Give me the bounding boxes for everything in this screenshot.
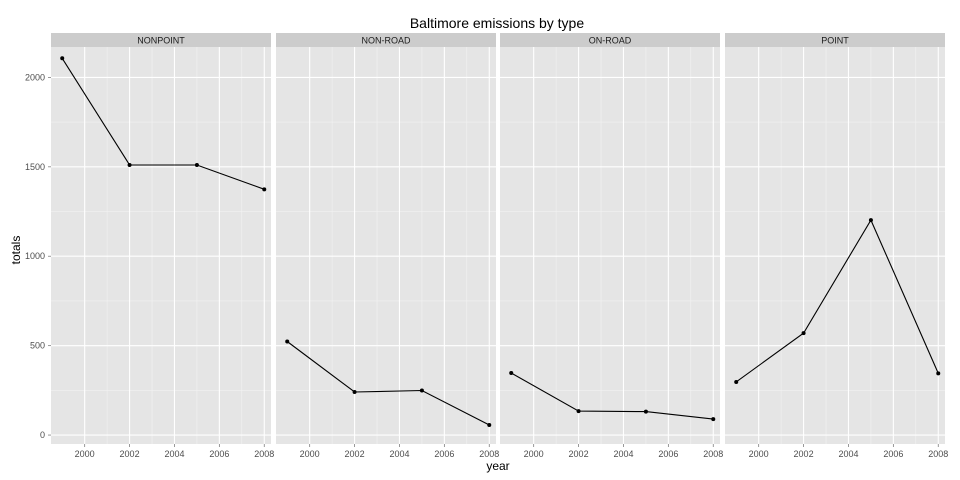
x-axis-title: year xyxy=(486,459,509,473)
data-point-on-road xyxy=(711,417,716,422)
facet-panels: NONPOINT 2000 2002 2004 2006 2008 NON-ROAD 2000… xyxy=(25,33,948,459)
series-line-point xyxy=(735,218,939,383)
facet-label-non-road: NON-ROAD xyxy=(362,36,411,46)
data-point-nonpoint xyxy=(194,163,199,168)
x-tick-label: 2002 xyxy=(120,449,140,459)
data-point-non-road xyxy=(487,423,492,428)
data-point-nonpoint xyxy=(60,56,65,61)
x-tick-label: 2008 xyxy=(254,449,274,459)
x-tick-label: 2000 xyxy=(524,449,544,459)
x-tick-label: 2008 xyxy=(703,449,723,459)
series-line-nonpoint xyxy=(61,58,265,190)
facet-strip-non-road xyxy=(276,33,496,47)
facet-strip-nonpoint xyxy=(51,33,271,47)
facet-label-nonpoint: NONPOINT xyxy=(137,36,185,46)
y-tick-label: 2000 xyxy=(25,72,45,82)
data-point-non-road xyxy=(419,388,424,393)
facet-label-on-road: ON-ROAD xyxy=(589,36,632,46)
data-point-on-road xyxy=(643,409,648,414)
facet-strip-point xyxy=(725,33,945,47)
data-point-non-road xyxy=(285,339,290,344)
x-tick-label: 2008 xyxy=(479,449,499,459)
x-tick-label: 2004 xyxy=(613,449,633,459)
x-tick-label: 2006 xyxy=(209,449,229,459)
x-tick-label: 2000 xyxy=(749,449,769,459)
data-point-non-road xyxy=(352,389,357,394)
x-tick-label: 2002 xyxy=(345,449,365,459)
x-tick-label: 2004 xyxy=(838,449,858,459)
y-tick-label: 1000 xyxy=(25,251,45,261)
x-tick-label: 2008 xyxy=(928,449,948,459)
panel-background-point xyxy=(725,47,945,444)
y-axis-title: totals xyxy=(9,236,23,265)
y-tick-label: 1500 xyxy=(25,162,45,172)
facet-label-point: POINT xyxy=(821,36,849,46)
x-tick-label: 2004 xyxy=(389,449,409,459)
data-point-point xyxy=(734,379,739,384)
x-tick-label: 2000 xyxy=(300,449,320,459)
x-tick-label: 2006 xyxy=(658,449,678,459)
x-tick-label: 2002 xyxy=(794,449,814,459)
series-line-on-road xyxy=(510,372,714,420)
data-point-point xyxy=(936,371,941,376)
x-tick-label: 2000 xyxy=(75,449,95,459)
y-tick-label: 0 xyxy=(40,430,45,440)
data-point-nonpoint xyxy=(262,187,267,192)
data-point-point xyxy=(801,331,806,336)
data-point-on-road xyxy=(509,371,514,376)
panel-background-non-road xyxy=(276,47,496,444)
panel-background-nonpoint xyxy=(51,47,271,444)
panel-background-on-road xyxy=(500,47,720,444)
series-line-non-road xyxy=(286,341,490,426)
data-point-on-road xyxy=(576,409,581,414)
data-point-point xyxy=(868,218,873,223)
y-tick-label: 500 xyxy=(30,341,45,351)
chart-title: Baltimore emissions by type xyxy=(410,15,585,31)
facet-strip-on-road xyxy=(500,33,720,47)
x-tick-label: 2004 xyxy=(164,449,184,459)
x-tick-label: 2006 xyxy=(434,449,454,459)
data-point-nonpoint xyxy=(127,163,132,168)
x-tick-label: 2002 xyxy=(569,449,589,459)
x-tick-label: 2006 xyxy=(883,449,903,459)
